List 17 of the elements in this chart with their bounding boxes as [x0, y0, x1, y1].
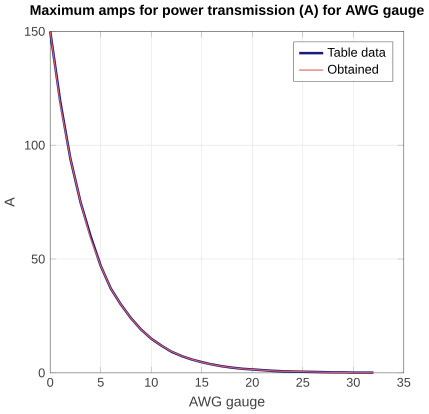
x-tick-label: 25	[296, 378, 310, 387]
y-tick-label: 150	[25, 26, 45, 36]
y-tick-label: 100	[25, 140, 45, 150]
y-axis-title: A	[4, 197, 14, 207]
x-tick-label: 15	[196, 378, 208, 387]
x-tick-label: 30	[346, 378, 360, 387]
legend-label: Table data	[328, 48, 386, 57]
x-tick-label: 35	[397, 378, 410, 387]
y-tick-label: 0	[38, 368, 45, 378]
x-tick-label: 5	[98, 378, 104, 387]
legend-label: Obtained	[328, 64, 378, 74]
x-axis-title: AWG gauge	[188, 396, 264, 410]
y-tick-label: 50	[32, 254, 45, 264]
x-tick-label: 10	[145, 378, 158, 387]
chart-title: Maximum amps for power transmission (A) for AWG gauge	[30, 4, 424, 18]
x-tick-label: 20	[246, 378, 259, 387]
x-tick-label: 0	[47, 378, 54, 387]
